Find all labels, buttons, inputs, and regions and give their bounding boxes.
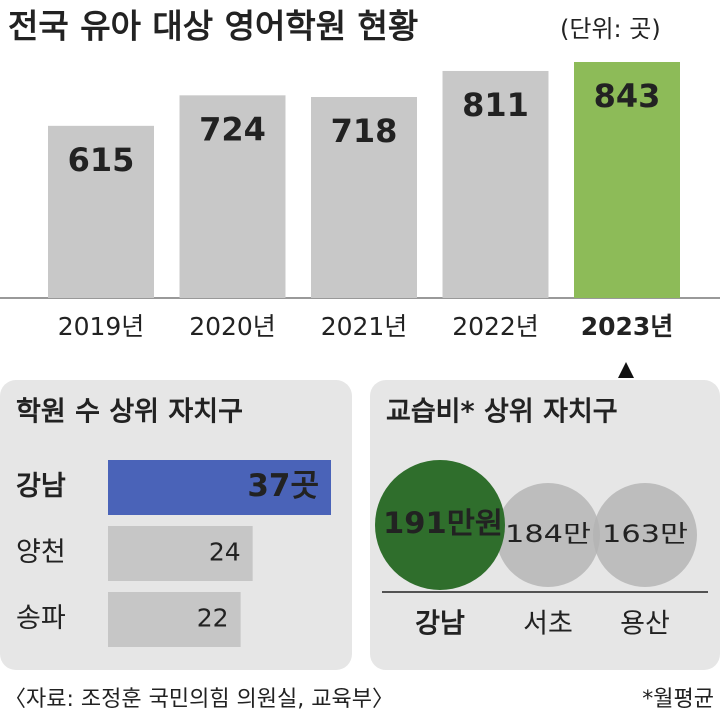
x-tick-label: 2020년: [189, 312, 276, 341]
unit-note: (단위: 곳): [560, 15, 661, 43]
bar-value: 615: [68, 141, 135, 179]
bar-value: 843: [594, 77, 661, 115]
panel-title: 학원 수 상위 자치구: [16, 397, 243, 428]
x-tick-label: 2021년: [321, 312, 408, 341]
category-label: 양천: [16, 537, 66, 568]
bar-value: 811: [462, 86, 529, 124]
bubble: [593, 483, 697, 587]
bubble-value: 191만원: [383, 506, 503, 540]
chart-title: 전국 유아 대상 영어학원 현황: [8, 7, 418, 46]
bar: [311, 96, 417, 298]
bubble-value: 163만: [602, 520, 688, 548]
source: 〈자료: 조정훈 국민의힘 의원실, 교육부〉: [4, 687, 394, 712]
bar: [179, 95, 286, 298]
bar: [48, 125, 154, 298]
x-tick-label: 2019년: [58, 312, 145, 341]
footnote: *월평균: [642, 687, 714, 712]
bar: [108, 592, 241, 647]
bar-value: 24: [209, 538, 241, 567]
category-label: 용산: [620, 609, 670, 640]
category-label: 강남: [16, 471, 66, 502]
bubble-value: 184만: [505, 520, 591, 548]
x-tick-label: 2023년: [581, 312, 674, 341]
x-tick-label: 2022년: [452, 312, 539, 341]
bar-value: 22: [197, 604, 229, 633]
bar-value: 37곳: [247, 468, 319, 504]
left-panel: [0, 380, 352, 670]
bar: [108, 526, 253, 581]
bar-value: 718: [331, 112, 398, 150]
category-label: 강남: [415, 609, 465, 640]
bar-value: 724: [199, 110, 266, 148]
bar: [442, 70, 549, 298]
bar: [108, 460, 331, 515]
bubble: [375, 460, 505, 590]
bubble: [496, 483, 600, 587]
bar: [574, 62, 680, 298]
pointer: [618, 362, 634, 378]
category-label: 서초: [523, 609, 573, 640]
panel-title: 교습비* 상위 자치구: [386, 397, 618, 428]
category-label: 송파: [16, 603, 66, 634]
